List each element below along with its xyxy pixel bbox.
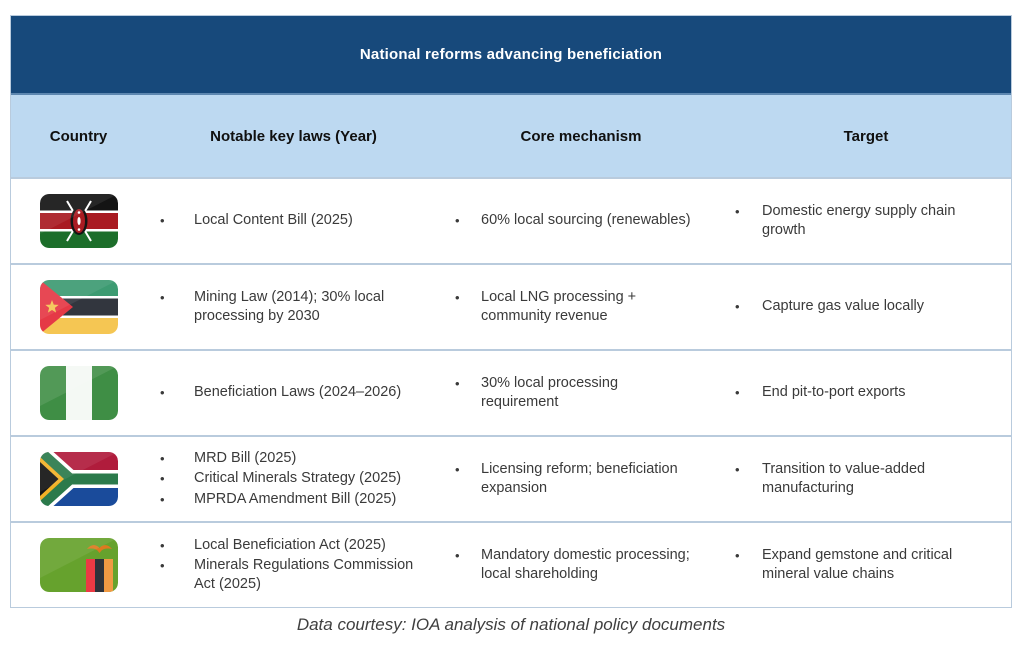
table-row: • Local Content Bill (2025) • 60% local … — [11, 177, 1011, 263]
bullet: • — [160, 289, 165, 305]
list-item: • Licensing reform; beneficiation expans… — [455, 460, 717, 498]
bullet: • — [455, 289, 460, 305]
column-header-laws: Notable key laws (Year) — [210, 127, 377, 145]
target-cell: • Domestic energy supply chain growth — [721, 194, 1011, 248]
mechanism-text: 60% local sourcing (renewables) — [481, 212, 691, 229]
bullet: • — [455, 213, 460, 229]
bullet: • — [735, 547, 740, 563]
list-item: • Expand gemstone and critical mineral v… — [735, 546, 1007, 584]
target-text: Expand gemstone and critical mineral val… — [762, 546, 953, 582]
target-text: Domestic energy supply chain growth — [762, 202, 956, 238]
bullet: • — [160, 557, 165, 573]
column-header-mechanism: Core mechanism — [520, 127, 642, 145]
country-cell — [11, 452, 146, 506]
list-item: • Local Beneficiation Act (2025) — [160, 536, 437, 555]
law-text: MPRDA Amendment Bill (2025) — [194, 490, 397, 507]
target-text: End pit-to-port exports — [762, 384, 906, 401]
target-cell: • Capture gas value locally — [721, 289, 1011, 324]
bullet: • — [735, 461, 740, 477]
law-text: Beneficiation Laws (2024–2026) — [194, 384, 402, 401]
list-item: • Local LNG processing + community reven… — [455, 288, 717, 326]
list-item: • 30% local processing requirement — [455, 374, 717, 412]
laws-cell: • Local Beneficiation Act (2025) • Miner… — [146, 528, 441, 602]
list-item: • MRD Bill (2025) — [160, 449, 437, 468]
table-row: • Local Beneficiation Act (2025) • Miner… — [11, 521, 1011, 607]
table-row: • Mining Law (2014); 30% local processin… — [11, 263, 1011, 349]
bullet: • — [160, 491, 165, 507]
law-text: Local Beneficiation Act (2025) — [194, 536, 386, 553]
list-item: • MPRDA Amendment Bill (2025) — [160, 490, 437, 509]
list-item: • Mining Law (2014); 30% local processin… — [160, 288, 437, 326]
law-text: Mining Law (2014); 30% local processing … — [194, 288, 385, 324]
bullet: • — [160, 385, 165, 401]
laws-cell: • Local Content Bill (2025) — [146, 203, 441, 238]
bullet: • — [160, 471, 165, 487]
mechanism-text: Mandatory domestic processing; local sha… — [481, 546, 690, 582]
mechanism-cell: • Licensing reform; beneficiation expans… — [441, 452, 721, 506]
mechanism-cell: • Local LNG processing + community reven… — [441, 280, 721, 334]
data-courtesy-note: Data courtesy: IOA analysis of national … — [296, 615, 726, 634]
list-item: • Capture gas value locally — [735, 297, 1007, 316]
list-item: • 60% local sourcing (renewables) — [455, 211, 717, 230]
mechanism-cell: • 30% local processing requirement — [441, 366, 721, 420]
list-item: • Mandatory domestic processing; local s… — [455, 546, 717, 584]
target-cell: • Expand gemstone and critical mineral v… — [721, 538, 1011, 592]
bullet: • — [160, 451, 165, 467]
table-row: • Beneficiation Laws (2024–2026) • 30% l… — [11, 349, 1011, 435]
law-text: MRD Bill (2025) — [194, 450, 297, 467]
bullet: • — [160, 213, 165, 229]
target-text: Capture gas value locally — [762, 298, 925, 315]
country-cell — [11, 194, 146, 248]
column-header-country: Country — [49, 127, 108, 145]
list-item: • Beneficiation Laws (2024–2026) — [160, 383, 437, 402]
bullet: • — [455, 461, 460, 477]
law-text: Critical Minerals Strategy (2025) — [194, 470, 402, 487]
target-text: Transition to value-added manufacturing — [762, 460, 926, 496]
law-text: Local Content Bill (2025) — [194, 212, 353, 229]
column-header-row: Country Notable key laws (Year) Core mec… — [11, 95, 1011, 177]
mechanism-cell: • Mandatory domestic processing; local s… — [441, 538, 721, 592]
list-item: • Domestic energy supply chain growth — [735, 202, 1007, 240]
south-africa-flag-icon — [39, 452, 118, 506]
bullet: • — [735, 299, 740, 315]
country-cell — [11, 366, 146, 420]
bullet: • — [455, 547, 460, 563]
list-item: • Critical Minerals Strategy (2025) — [160, 469, 437, 488]
target-cell: • End pit-to-port exports — [721, 375, 1011, 410]
table-row: • MRD Bill (2025) • Critical Minerals St… — [11, 435, 1011, 521]
list-item: • Minerals Regulations Commission Act (2… — [160, 556, 437, 594]
table-title: National reforms advancing beneficiation — [11, 16, 1011, 95]
beneficiation-table: National reforms advancing beneficiation… — [10, 15, 1012, 608]
list-item: • Transition to value-added manufacturin… — [735, 460, 1007, 498]
laws-cell: • Mining Law (2014); 30% local processin… — [146, 280, 441, 334]
target-cell: • Transition to value-added manufacturin… — [721, 452, 1011, 506]
mozambique-flag-icon — [39, 280, 118, 334]
law-text: Minerals Regulations Commission Act (202… — [194, 556, 414, 593]
list-item: • Local Content Bill (2025) — [160, 211, 437, 230]
zambia-flag-icon — [39, 538, 118, 592]
bullet: • — [160, 537, 165, 553]
laws-cell: • Beneficiation Laws (2024–2026) — [146, 375, 441, 410]
bullet: • — [735, 203, 740, 219]
country-cell — [11, 538, 146, 592]
bullet: • — [455, 375, 460, 391]
kenya-flag-icon — [39, 194, 118, 248]
mechanism-text: Local LNG processing + community revenue — [481, 288, 637, 324]
country-cell — [11, 280, 146, 334]
bullet: • — [735, 385, 740, 401]
mechanism-cell: • 60% local sourcing (renewables) — [441, 203, 721, 238]
column-header-target: Target — [843, 127, 889, 145]
list-item: • End pit-to-port exports — [735, 383, 1007, 402]
mechanism-text: Licensing reform; beneficiation expansio… — [481, 460, 678, 496]
mechanism-text: 30% local processing requirement — [481, 374, 619, 410]
laws-cell: • MRD Bill (2025) • Critical Minerals St… — [146, 441, 441, 516]
nigeria-flag-icon — [39, 366, 118, 420]
